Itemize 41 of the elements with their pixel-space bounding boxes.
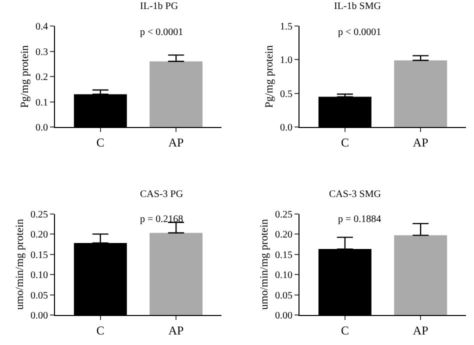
x-tick-label: C [96, 323, 104, 338]
x-tick-label: C [340, 136, 349, 150]
x-tick-label: C [96, 136, 104, 150]
y-tick-label: 0.5 [280, 88, 293, 100]
y-axis-title: Pg/mg protein [264, 44, 276, 108]
chart-title: CAS-3 SMG [329, 189, 381, 200]
y-tick-label: 0.3 [36, 46, 48, 58]
y-tick-label: 0.05 [30, 290, 48, 302]
y-tick-label: 0.25 [275, 209, 293, 220]
x-tick-label: AP [168, 323, 184, 338]
x-tick-label: AP [412, 136, 429, 150]
y-tick-label: 1.0 [280, 55, 293, 66]
y-tick-label: 0.10 [30, 270, 48, 282]
annotation: p < 0.0001 [338, 27, 382, 38]
x-tick-label: AP [412, 323, 429, 338]
y-tick-label: 0.25 [30, 209, 48, 220]
y-tick-label: 0.2 [36, 72, 48, 84]
y-axis-title: Pg/mg protein [19, 44, 32, 108]
chart-title: IL-1b SMG [334, 1, 381, 12]
y-tick-label: 0.0 [280, 122, 293, 134]
x-tick-label: AP [168, 136, 184, 150]
y-axis-title: umo/min/mg protein [258, 218, 271, 310]
chart-title: IL-1b PG [140, 1, 178, 12]
y-tick-label: 0.1 [36, 97, 48, 108]
y-tick-label: 0.20 [30, 230, 48, 241]
annotation: p = 0.2168 [140, 214, 184, 225]
y-tick-label: 0.10 [275, 270, 293, 282]
y-tick-label: 0.20 [275, 230, 293, 241]
y-axis-title: umo/min/mg protein [14, 218, 26, 310]
annotation: p = 0.1884 [338, 214, 382, 225]
annotation: p < 0.0001 [140, 27, 184, 38]
y-tick-label: 0.4 [36, 22, 48, 32]
y-tick-label: 0.05 [275, 290, 293, 302]
y-tick-label: 0.15 [30, 250, 48, 261]
y-tick-label: 0.00 [30, 310, 48, 322]
y-tick-label: 0.0 [36, 122, 48, 134]
y-tick-label: 0.15 [275, 250, 293, 261]
y-tick-label: 1.5 [280, 22, 293, 32]
chart-title: CAS-3 PG [140, 189, 184, 200]
y-tick-label: 0.00 [275, 310, 293, 322]
x-tick-label: C [340, 323, 349, 338]
